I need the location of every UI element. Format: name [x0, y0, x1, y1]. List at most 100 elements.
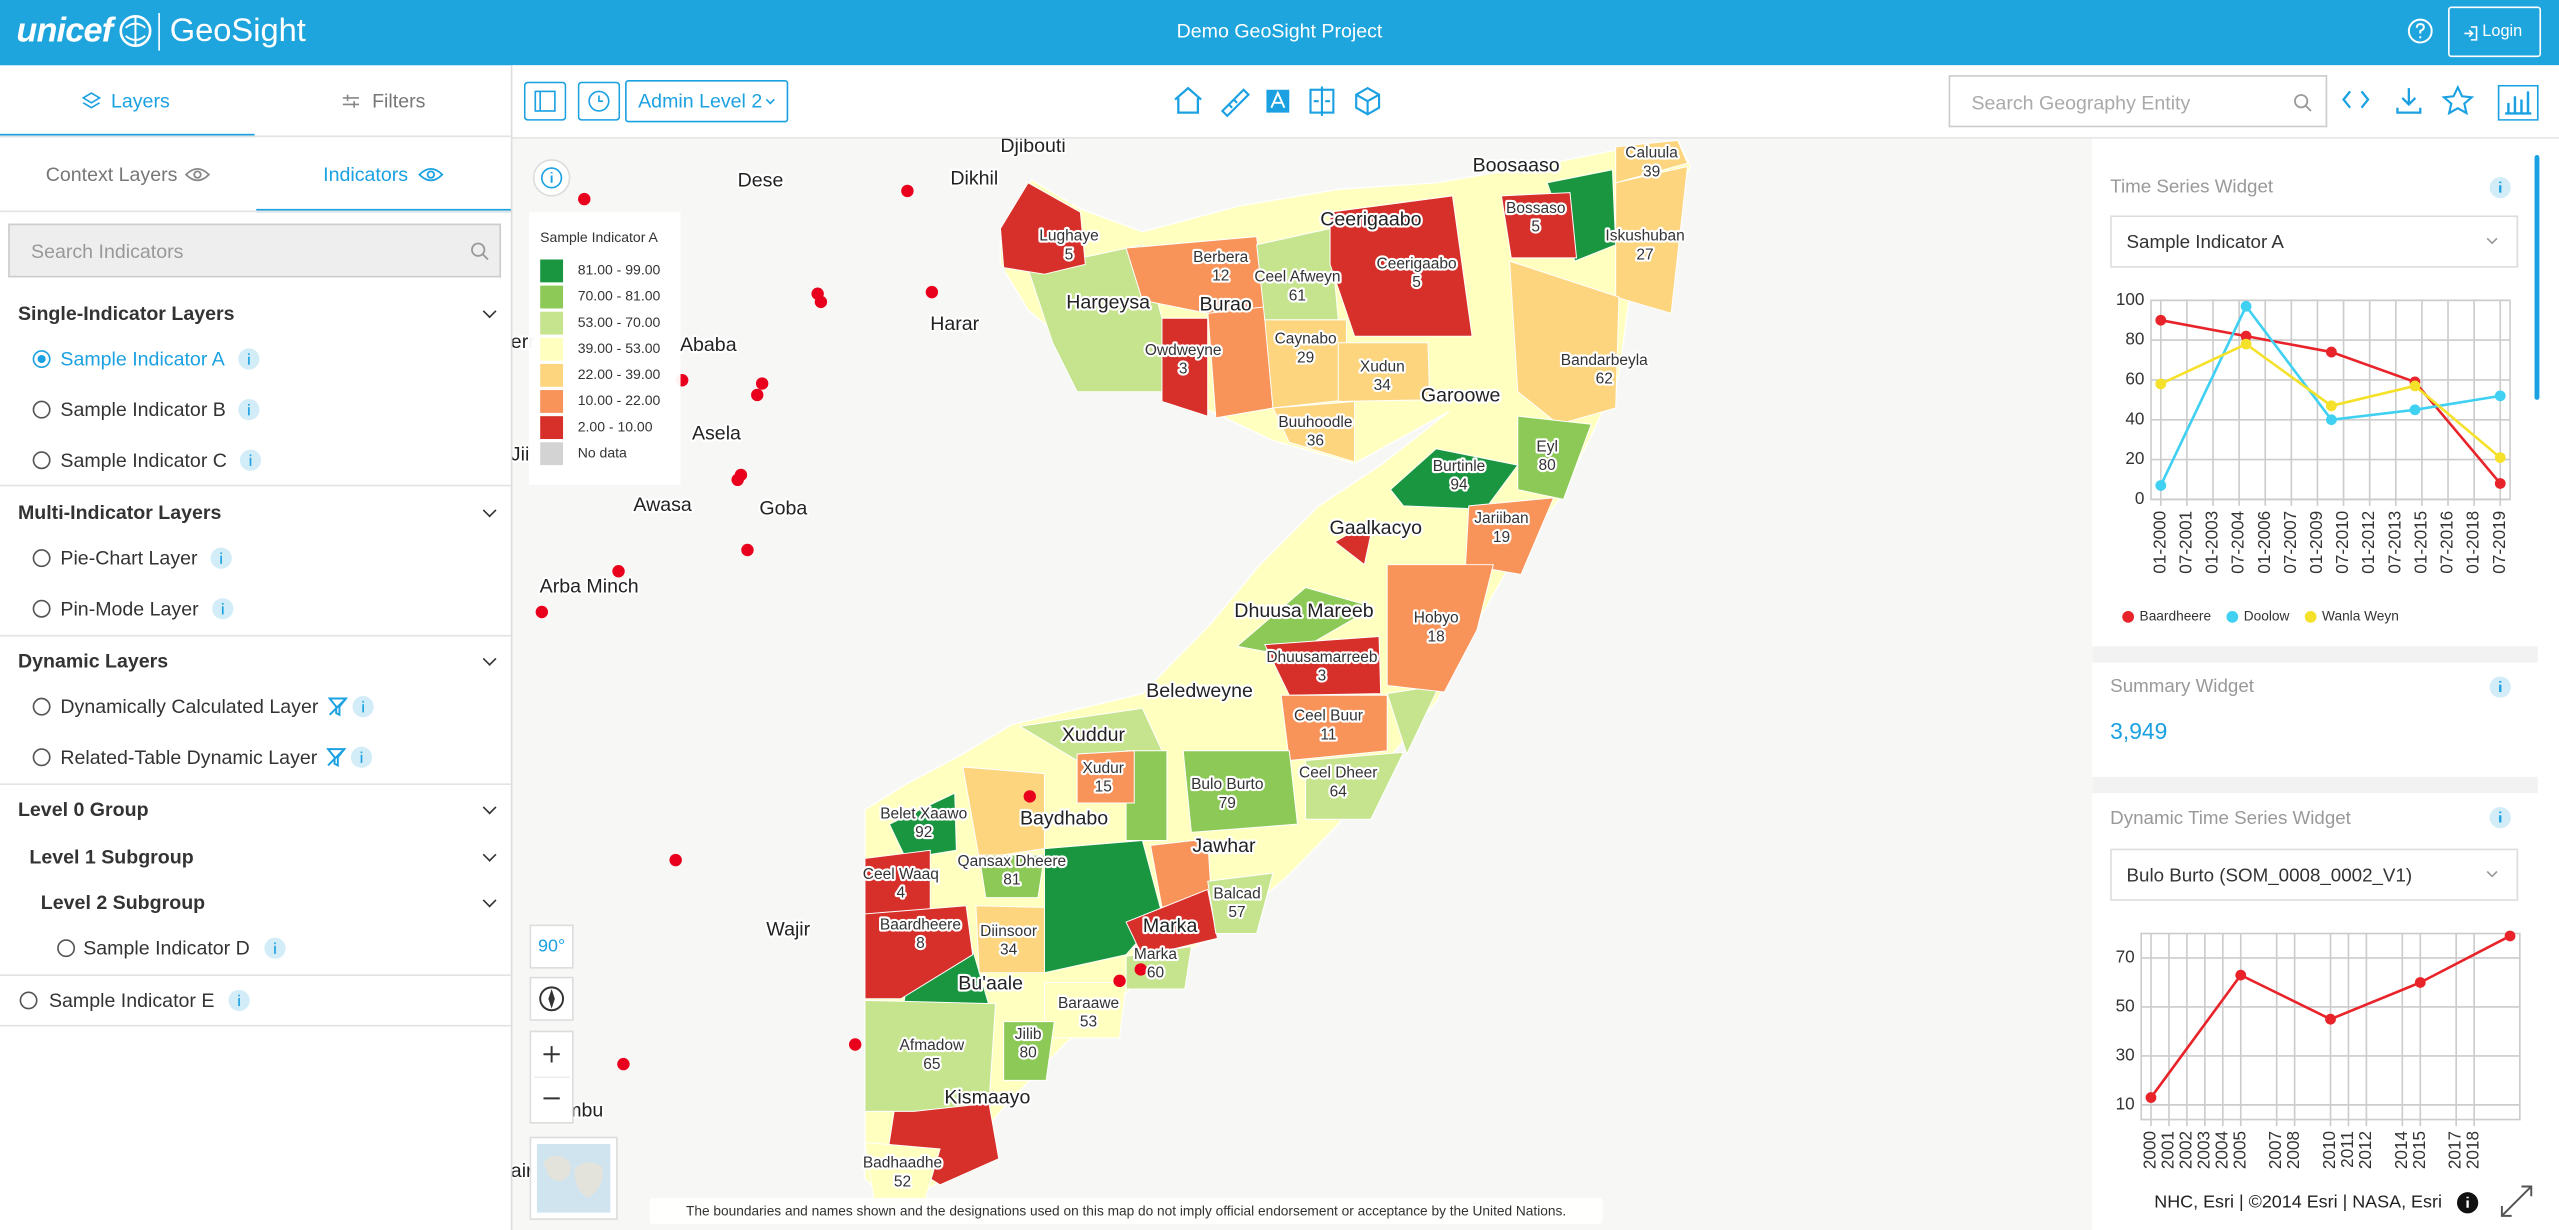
series-point[interactable]	[2235, 969, 2247, 981]
toolbar-actions[interactable]	[2441, 84, 2475, 116]
series-point[interactable]	[2414, 977, 2426, 988]
series-point[interactable]	[2326, 400, 2337, 412]
layer-item[interactable]: Related-Table Dynamic Layer	[60, 745, 318, 769]
chevron[interactable]	[2486, 870, 2498, 878]
map-tools[interactable]	[1270, 90, 1286, 109]
series-point[interactable]	[2326, 346, 2337, 358]
toolbar-actions[interactable]	[2505, 91, 2532, 115]
chevron[interactable]	[2486, 237, 2498, 245]
layer-item[interactable]: Pie-Chart Layer	[60, 546, 198, 570]
indicator-select[interactable]	[2110, 215, 2519, 268]
radio[interactable]	[32, 549, 51, 568]
series-point[interactable]	[2504, 930, 2516, 942]
subgroup-header[interactable]: Level 1 Subgroup	[29, 845, 194, 869]
context-point[interactable]	[755, 377, 769, 390]
login-button[interactable]: Login	[2448, 6, 2542, 58]
group-header[interactable]: Level 0 Group	[17, 798, 149, 821]
region[interactable]	[1182, 750, 1298, 833]
info-icon[interactable]	[264, 937, 286, 959]
series-point[interactable]	[2325, 1013, 2336, 1025]
toolbar-actions[interactable]	[2497, 84, 2539, 121]
info-icon[interactable]	[228, 989, 250, 1012]
map-tools[interactable]	[1313, 86, 1331, 116]
series-point[interactable]	[2240, 330, 2252, 342]
select-value[interactable]: Sample Indicator A	[2127, 231, 2285, 252]
region[interactable]	[1264, 635, 1382, 696]
legend-toggle[interactable]	[532, 159, 571, 197]
context-point[interactable]	[617, 1057, 630, 1071]
legend-label[interactable]: Doolow	[2244, 609, 2290, 624]
eye-icon[interactable]	[418, 166, 444, 182]
series-point[interactable]	[2326, 414, 2337, 426]
info-icon[interactable]	[352, 696, 374, 718]
legend-label[interactable]: Baardheere	[2140, 609, 2212, 624]
map-controls[interactable]	[539, 986, 565, 1012]
region[interactable]	[1076, 750, 1135, 804]
info-icons[interactable]	[2489, 177, 2511, 829]
eye-icon[interactable]	[418, 168, 444, 182]
region[interactable]	[1125, 945, 1192, 990]
radio[interactable]	[19, 991, 38, 1010]
map-tools[interactable]	[1355, 86, 1381, 116]
series-point[interactable]	[2145, 1092, 2157, 1103]
map-controls[interactable]	[548, 989, 555, 1009]
toolbar-actions[interactable]	[2340, 84, 2552, 121]
context-layers-tab[interactable]: Context Layers	[45, 163, 178, 187]
info-icon[interactable]	[212, 598, 234, 620]
context-point[interactable]	[1023, 790, 1037, 803]
help-button[interactable]	[2415, 23, 2425, 39]
group-header[interactable]: Single-Indicator Layers	[17, 301, 235, 325]
help-button[interactable]	[2406, 16, 2435, 45]
region[interactable]	[1305, 751, 1405, 820]
legend-toggle[interactable]	[541, 167, 563, 189]
info-icon[interactable]	[350, 746, 373, 768]
region[interactable]	[1389, 448, 1519, 510]
region[interactable]	[1337, 342, 1431, 402]
chevron[interactable]	[482, 652, 497, 666]
admin-level-select[interactable]: Admin Level 2	[625, 79, 789, 123]
context-point[interactable]	[578, 192, 591, 206]
select-value[interactable]: Bulo Burto (SOM_0008_0002_V1)	[2127, 864, 2413, 886]
bearing-label[interactable]: 90°	[538, 935, 565, 955]
map-tools[interactable]	[1220, 88, 1250, 118]
attribution-info[interactable]	[2456, 1192, 2479, 1214]
time-toggle[interactable]	[577, 81, 621, 121]
series-point[interactable]	[2409, 404, 2421, 416]
series-point[interactable]	[2240, 300, 2252, 312]
info-icon[interactable]	[210, 547, 232, 569]
toolbar-actions[interactable]	[2396, 88, 2422, 114]
layer-item[interactable]: Dynamically Calculated Layer	[60, 695, 319, 719]
scrollbar[interactable]	[2534, 155, 2540, 400]
geography-search[interactable]: Search Geography Entity	[1948, 75, 2328, 128]
region[interactable]	[888, 792, 957, 859]
expand-button[interactable]	[2500, 1185, 2533, 1217]
layers-tab[interactable]: Layers	[110, 89, 170, 113]
region[interactable]	[1500, 192, 1578, 259]
sidebar-toggle[interactable]	[523, 81, 567, 121]
context-point[interactable]	[848, 1038, 862, 1051]
eye-icon[interactable]	[184, 166, 211, 182]
region[interactable]	[1272, 400, 1356, 463]
region[interactable]	[864, 999, 997, 1112]
layer-item[interactable]: Sample Indicator A	[60, 347, 225, 371]
context-point[interactable]	[751, 388, 764, 402]
region[interactable]	[1615, 165, 1689, 314]
layer-item[interactable]: Sample Indicator D	[83, 936, 250, 960]
map-tools[interactable]	[1172, 85, 1400, 118]
region[interactable]	[1125, 236, 1266, 314]
map-controls[interactable]: 90°	[529, 924, 618, 1220]
time-toggle[interactable]	[577, 81, 621, 121]
info-icon[interactable]	[238, 348, 260, 370]
time-toggle[interactable]	[588, 90, 610, 112]
region[interactable]	[1043, 981, 1127, 1039]
series-point[interactable]	[2155, 480, 2167, 491]
region[interactable]	[1509, 260, 1620, 425]
region[interactable]	[975, 905, 1045, 974]
chevron[interactable]	[482, 893, 497, 908]
context-point[interactable]	[669, 853, 682, 867]
sidebar-toggle[interactable]	[534, 90, 556, 112]
radio[interactable]	[32, 451, 51, 470]
radio[interactable]	[32, 400, 51, 419]
indicators-tab[interactable]: Indicators	[323, 163, 409, 187]
info-icon[interactable]	[238, 399, 260, 421]
